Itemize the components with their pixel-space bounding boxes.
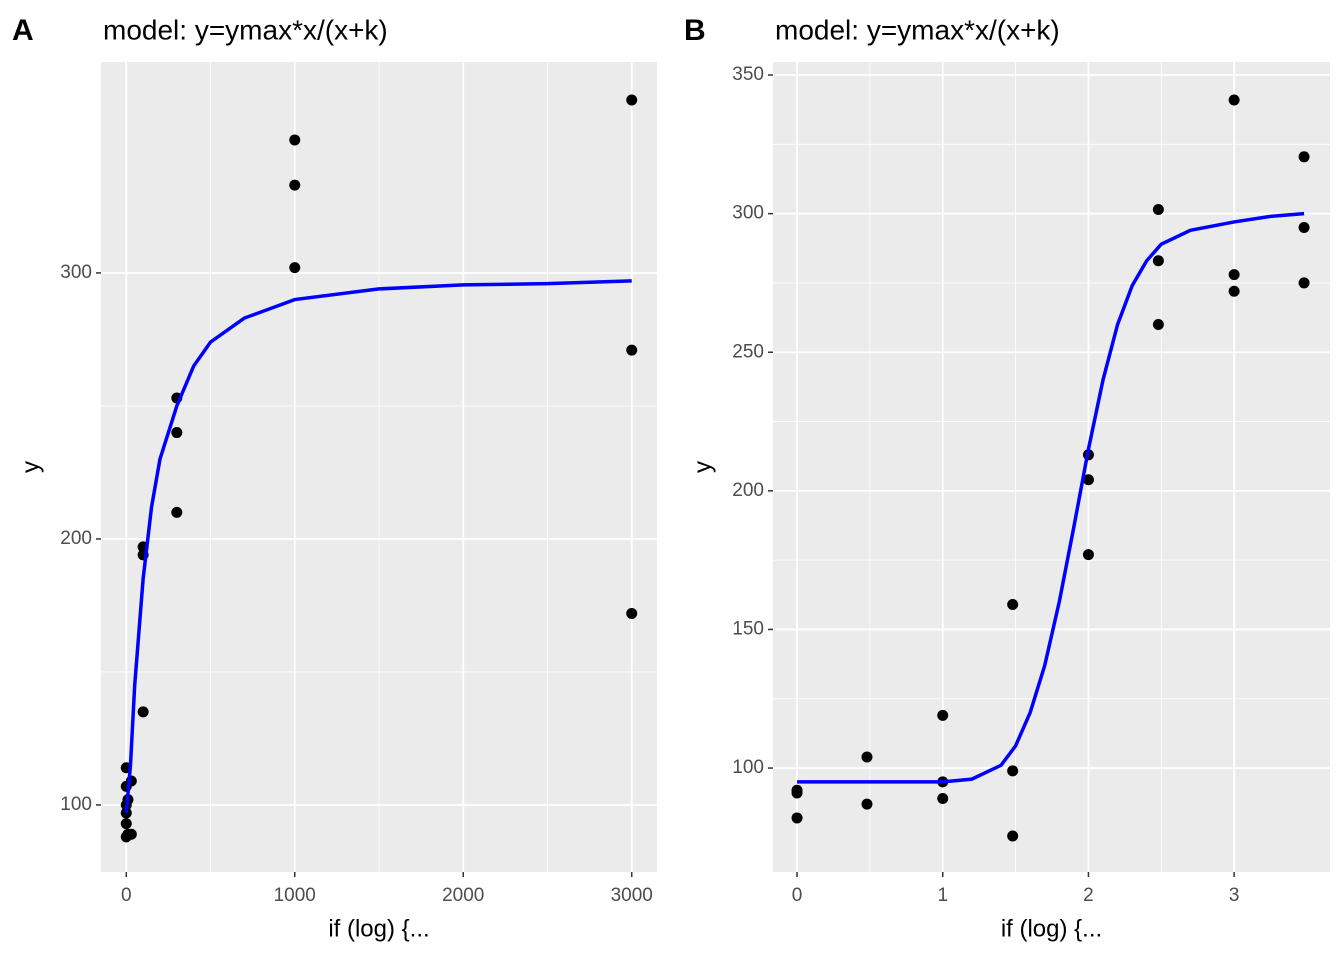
x-axis-label: if (log) {... xyxy=(328,915,429,942)
data-point xyxy=(1298,277,1310,289)
x-tick-label: 1 xyxy=(937,885,948,906)
data-point xyxy=(937,793,949,805)
data-point xyxy=(137,706,149,718)
panel-label: A xyxy=(12,14,34,47)
chart-title: model: y=ymax*x/(x+k) xyxy=(103,14,388,45)
data-point xyxy=(1152,319,1164,331)
data-point xyxy=(289,262,301,274)
x-tick-label: 0 xyxy=(121,885,132,906)
data-point xyxy=(1228,285,1240,297)
x-tick-label: 2 xyxy=(1083,885,1094,906)
data-point xyxy=(1298,151,1310,163)
data-point xyxy=(171,427,183,439)
y-tick-label: 100 xyxy=(732,757,764,778)
fit-line xyxy=(797,211,1305,784)
data-point xyxy=(1152,255,1164,267)
y-tick-label: 300 xyxy=(732,203,764,224)
data-point xyxy=(120,818,132,830)
x-tick-label: 1000 xyxy=(274,885,316,906)
y-tick-label: 200 xyxy=(732,480,764,501)
panel-label: B xyxy=(684,14,706,47)
data-point xyxy=(1228,269,1240,281)
data-point xyxy=(626,344,638,356)
data-point xyxy=(1007,598,1019,610)
data-point xyxy=(125,828,137,840)
data-point xyxy=(1152,203,1164,215)
data-point xyxy=(791,812,803,824)
data-point xyxy=(1007,765,1019,777)
data-point xyxy=(289,179,301,191)
y-tick-label: 300 xyxy=(60,262,92,283)
data-point xyxy=(861,798,873,810)
x-tick-label: 0 xyxy=(792,885,803,906)
plot-background xyxy=(773,62,1330,872)
data-point xyxy=(1007,830,1019,842)
data-point xyxy=(1082,549,1094,561)
data-point xyxy=(937,709,949,721)
data-point xyxy=(861,751,873,763)
y-axis-label: y xyxy=(689,461,716,473)
y-tick-label: 150 xyxy=(732,618,764,639)
y-tick-label: 200 xyxy=(60,528,92,549)
x-axis-label: if (log) {... xyxy=(1001,915,1102,942)
x-tick-label: 3000 xyxy=(611,885,653,906)
data-point xyxy=(1298,221,1310,233)
data-point xyxy=(791,787,803,799)
data-point xyxy=(1082,474,1094,486)
y-axis-label: y xyxy=(17,461,44,473)
data-point xyxy=(1228,94,1240,106)
fit-line xyxy=(124,279,632,814)
y-tick-label: 100 xyxy=(60,794,92,815)
y-tick-label: 350 xyxy=(732,64,764,85)
data-point xyxy=(626,94,638,106)
x-tick-label: 3 xyxy=(1229,885,1240,906)
data-point xyxy=(171,506,183,518)
data-point xyxy=(289,134,301,146)
x-tick-label: 2000 xyxy=(442,885,484,906)
y-tick-label: 250 xyxy=(732,341,764,362)
data-point xyxy=(626,607,638,619)
chart-title: model: y=ymax*x/(x+k) xyxy=(775,14,1060,45)
